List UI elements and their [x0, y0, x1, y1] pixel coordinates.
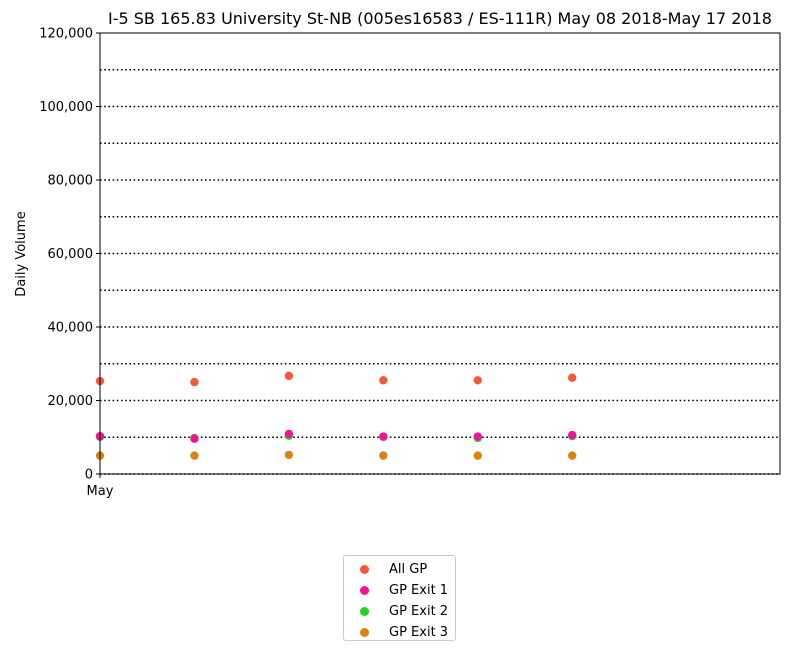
data-point [379, 432, 388, 441]
y-tick-label: 20,000 [48, 394, 94, 409]
y-tick-label: 60,000 [48, 247, 94, 262]
legend-label: GP Exit 1 [389, 583, 449, 598]
chart-title: I-5 SB 165.83 University St-NB (005es165… [108, 9, 772, 28]
legend: All GP GP Exit 1 GP Exit 2 GP Exit 3 [343, 555, 456, 641]
legend-item: GP Exit 2 [344, 601, 455, 622]
x-axis: May [87, 474, 114, 499]
y-tick-label: 120,000 [39, 27, 93, 42]
y-tick-label: 80,000 [48, 174, 94, 189]
y-axis-label: Daily Volume [14, 211, 29, 296]
data-point [568, 451, 577, 460]
data-point [568, 430, 577, 440]
data-point [284, 450, 294, 460]
legend-label: GP Exit 2 [389, 604, 449, 619]
data-point [473, 451, 482, 460]
data-point [190, 451, 199, 460]
legend-label: GP Exit 3 [389, 625, 449, 640]
grid [100, 68, 780, 475]
data-point [190, 377, 199, 387]
data-point [473, 376, 482, 385]
data-point [568, 373, 577, 382]
y-tick-label: 40,000 [48, 321, 94, 336]
legend-item: GP Exit 3 [344, 622, 455, 643]
data-point [379, 376, 388, 385]
plot-frame [99, 32, 781, 475]
legend-item: All GP [344, 559, 455, 580]
data-points [95, 371, 577, 460]
y-axis: 0 20,000 40,000 60,000 80,000 100,000 120,000 [39, 27, 100, 483]
legend-label: All GP [389, 562, 428, 577]
legend-marker [360, 586, 369, 595]
y-tick-label: 0 [85, 468, 93, 483]
x-tick-label: May [87, 484, 114, 499]
legend-item: GP Exit 1 [344, 580, 455, 601]
data-point [284, 371, 294, 381]
legend-marker [360, 607, 369, 616]
legend-marker [360, 628, 369, 637]
data-point [473, 432, 482, 441]
y-tick-label: 100,000 [39, 100, 93, 115]
legend-marker [360, 565, 369, 574]
data-point [190, 434, 199, 443]
data-point [284, 429, 294, 439]
data-point [379, 451, 388, 460]
